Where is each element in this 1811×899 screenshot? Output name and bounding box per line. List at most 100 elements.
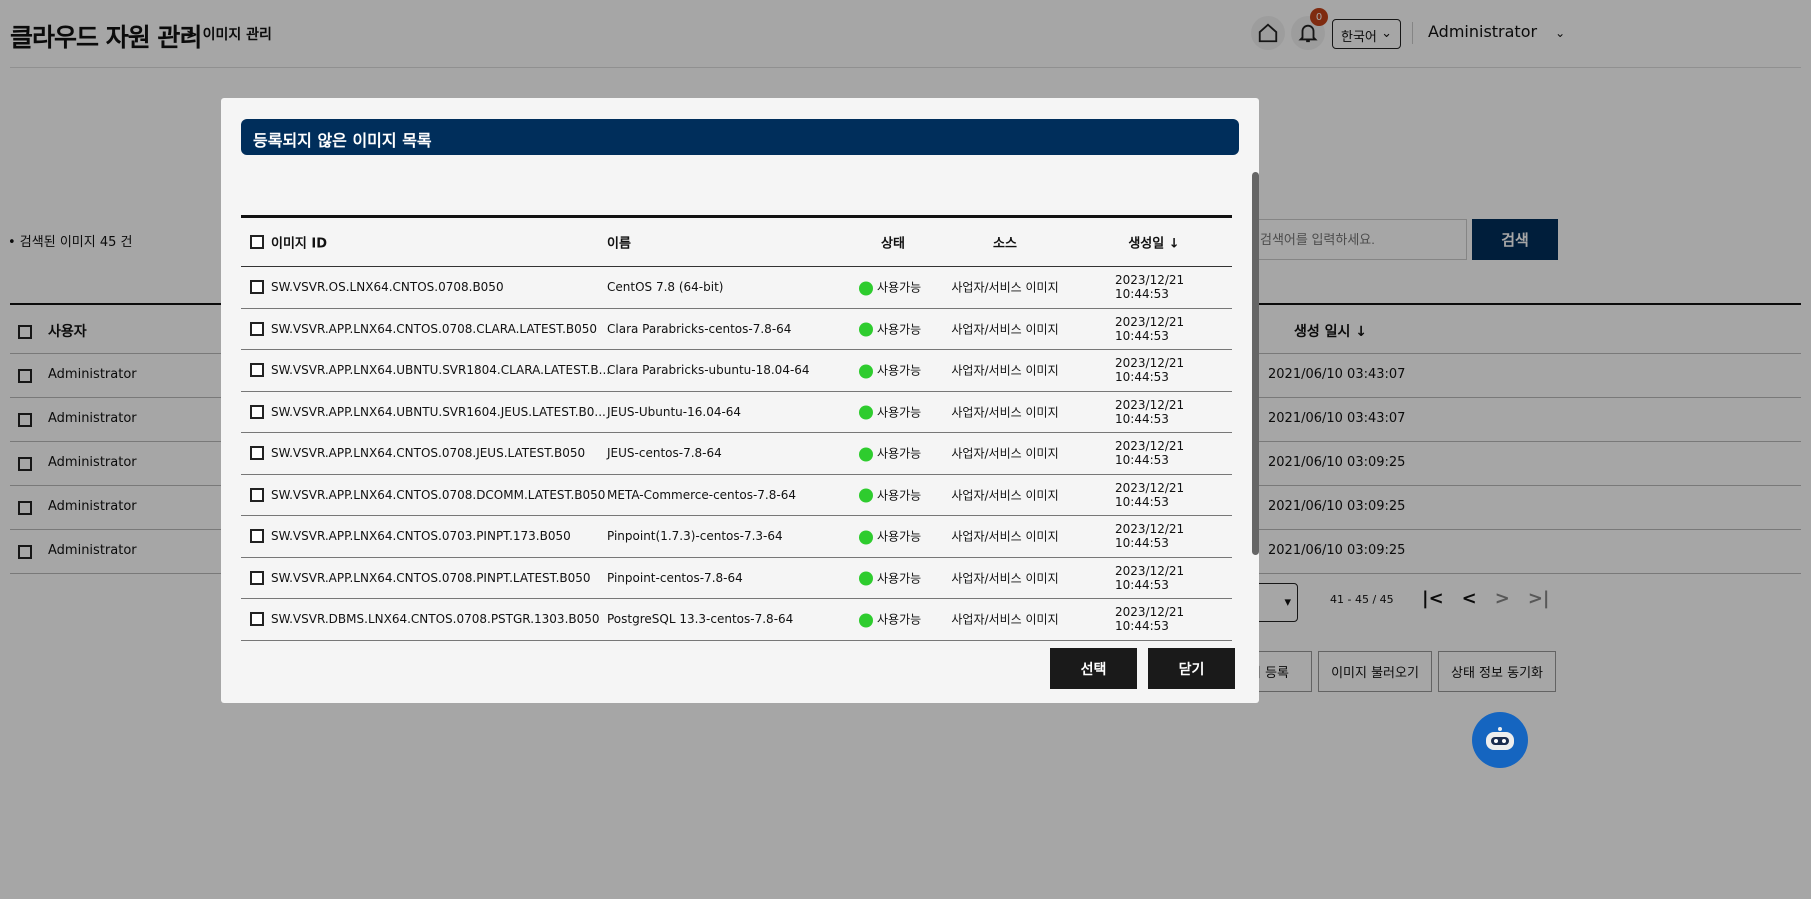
- row-id: SW.VSVR.APP.LNX64.CNTOS.0708.PINPT.LATES…: [271, 570, 591, 585]
- status-dot-icon: [859, 613, 873, 628]
- table-row[interactable]: SW.VSVR.APP.LNX64.CNTOS.0708.CLARA.LATES…: [241, 309, 1232, 350]
- divider: [1412, 22, 1413, 44]
- table-row[interactable]: SW.VSVR.DBMS.LNX64.CNTOS.0708.PSTGR.1303…: [241, 599, 1232, 641]
- sync-status-button[interactable]: 상태 정보 동기화: [1438, 651, 1556, 692]
- row-source: 사업자/서비스 이미지: [951, 322, 1059, 337]
- header-status: 상태: [881, 236, 905, 252]
- status-dot-icon: [859, 488, 873, 503]
- row-created: 2023/12/21 10:44:53: [1115, 439, 1185, 468]
- row-id: SW.VSVR.DBMS.LNX64.CNTOS.0708.PSTGR.1303…: [271, 612, 600, 627]
- status-text: 사용가능: [877, 529, 922, 544]
- status-text: 사용가능: [877, 405, 922, 420]
- table-row[interactable]: SW.VSVR.OS.LNX64.CNTOS.0708.B050 CentOS …: [241, 267, 1232, 309]
- header-source: 소스: [993, 236, 1017, 252]
- robot-icon: [1486, 727, 1514, 750]
- chatbot-button[interactable]: [1472, 712, 1528, 768]
- next-page-icon[interactable]: >: [1494, 588, 1510, 609]
- row-id: SW.VSVR.APP.LNX64.CNTOS.0708.CLARA.LATES…: [271, 321, 598, 336]
- row-status: 사용가능: [859, 445, 921, 462]
- table-row[interactable]: SW.VSVR.APP.LNX64.CNTOS.0708.PINPT.LATES…: [241, 558, 1232, 599]
- header-created[interactable]: 생성일 ↓: [1128, 236, 1180, 252]
- status-dot-icon: [859, 322, 873, 337]
- row-name: JEUS-centos-7.8-64: [607, 446, 722, 461]
- row-created: 2021/06/10 03:43:07: [1268, 367, 1406, 382]
- status-text: 사용가능: [877, 322, 922, 337]
- status-dot-icon: [859, 405, 873, 420]
- close-button[interactable]: 닫기: [1148, 648, 1235, 689]
- row-name: Clara Parabricks-centos-7.8-64: [607, 321, 792, 336]
- import-image-button[interactable]: 이미지 불러오기: [1318, 651, 1432, 692]
- row-user: Administrator: [48, 367, 137, 382]
- search-input[interactable]: [1245, 219, 1467, 260]
- search-button[interactable]: 검색: [1472, 219, 1558, 260]
- bell-icon: [1298, 24, 1318, 43]
- row-created: 2021/06/10 03:09:25: [1268, 499, 1406, 514]
- row-checkbox[interactable]: [250, 612, 264, 627]
- table-row[interactable]: SW.VSVR.APP.LNX64.CNTOS.0703.PINPT.173.B…: [241, 516, 1232, 558]
- table-row[interactable]: SW.VSVR.APP.LNX64.CNTOS.0708.DCOMM.LATES…: [241, 475, 1232, 516]
- row-created: 2023/12/21 10:44:53: [1115, 397, 1185, 426]
- row-source: 사업자/서비스 이미지: [951, 488, 1059, 503]
- row-checkbox[interactable]: [250, 404, 264, 419]
- row-name: JEUS-Ubuntu-16.04-64: [607, 404, 742, 419]
- last-page-icon[interactable]: >|: [1527, 588, 1550, 609]
- status-text: 사용가능: [877, 280, 922, 295]
- row-checkbox[interactable]: [250, 529, 264, 544]
- status-text: 사용가능: [877, 363, 922, 378]
- row-checkbox[interactable]: [250, 280, 264, 295]
- row-user: Administrator: [48, 543, 137, 558]
- row-source: 사업자/서비스 이미지: [951, 280, 1059, 295]
- row-checkbox[interactable]: [18, 545, 32, 559]
- table-row[interactable]: SW.VSVR.APP.LNX64.UBNTU.SVR1604.JEUS.LAT…: [241, 392, 1232, 433]
- home-button[interactable]: [1251, 16, 1285, 50]
- row-source: 사업자/서비스 이미지: [951, 529, 1059, 544]
- status-dot-icon: [859, 364, 873, 379]
- row-checkbox[interactable]: [250, 363, 264, 378]
- row-created: 2023/12/21 10:44:53: [1115, 522, 1185, 551]
- row-checkbox[interactable]: [18, 457, 32, 471]
- first-page-icon[interactable]: |<: [1422, 588, 1444, 609]
- table-row[interactable]: SW.VSVR.APP.LNX64.UBNTU.SVR1804.CLARA.LA…: [241, 350, 1232, 392]
- unregistered-images-table: 이미지 ID 이름 상태 소스 생성일 ↓ SW.VSVR.OS.LNX64.C…: [241, 215, 1232, 641]
- language-value: 한국어: [1341, 30, 1377, 45]
- row-checkbox[interactable]: [250, 446, 264, 461]
- user-name: Administrator: [1428, 22, 1538, 41]
- page-range: 41 - 45 / 45: [1330, 593, 1394, 606]
- row-status: 사용가능: [859, 279, 921, 296]
- table-row[interactable]: SW.VSVR.APP.LNX64.CNTOS.0708.JEUS.LATEST…: [241, 433, 1232, 475]
- row-checkbox[interactable]: [250, 321, 264, 336]
- modal-scrollbar[interactable]: [1252, 172, 1259, 555]
- row-user: Administrator: [48, 411, 137, 426]
- modal-title: 등록되지 않은 이미지 목록: [241, 119, 1239, 155]
- row-checkbox[interactable]: [18, 413, 32, 427]
- unregistered-images-modal: 등록되지 않은 이미지 목록 이미지 ID 이름 상태 소스 생성일 ↓ SW.…: [221, 98, 1259, 703]
- row-status: 사용가능: [859, 403, 921, 420]
- row-created: 2023/12/21 10:44:53: [1115, 273, 1185, 302]
- status-text: 사용가능: [877, 488, 922, 503]
- status-text: 사용가능: [877, 612, 922, 627]
- row-checkbox[interactable]: [250, 487, 264, 502]
- row-status: 사용가능: [859, 528, 921, 545]
- row-created: 2021/06/10 03:09:25: [1268, 455, 1406, 470]
- row-checkbox[interactable]: [18, 369, 32, 383]
- row-name: META-Commerce-centos-7.8-64: [607, 487, 796, 502]
- select-all-checkbox[interactable]: [18, 325, 32, 339]
- row-checkbox[interactable]: [18, 501, 32, 515]
- breadcrumb: > 이미지 관리: [186, 27, 272, 43]
- row-source: 사업자/서비스 이미지: [951, 571, 1059, 586]
- select-button[interactable]: 선택: [1050, 648, 1137, 689]
- row-source: 사업자/서비스 이미지: [951, 363, 1059, 378]
- language-select[interactable]: 한국어 ⌄: [1332, 19, 1401, 49]
- header-created[interactable]: 생성 일시 ↓: [1294, 324, 1367, 340]
- row-created: 2023/12/21 10:44:53: [1115, 480, 1185, 509]
- prev-page-icon[interactable]: <: [1461, 588, 1477, 609]
- select-all-checkbox[interactable]: [250, 235, 264, 249]
- result-count: • 검색된 이미지 45 건: [8, 235, 133, 250]
- user-menu[interactable]: Administrator ⌄: [1428, 22, 1565, 41]
- row-id: SW.VSVR.APP.LNX64.CNTOS.0703.PINPT.173.B…: [271, 529, 571, 544]
- row-status: 사용가능: [859, 320, 921, 337]
- row-id: SW.VSVR.APP.LNX64.UBNTU.SVR1604.JEUS.LAT…: [271, 404, 606, 419]
- status-text: 사용가능: [877, 571, 922, 586]
- row-checkbox[interactable]: [250, 570, 264, 585]
- row-status: 사용가능: [859, 486, 921, 503]
